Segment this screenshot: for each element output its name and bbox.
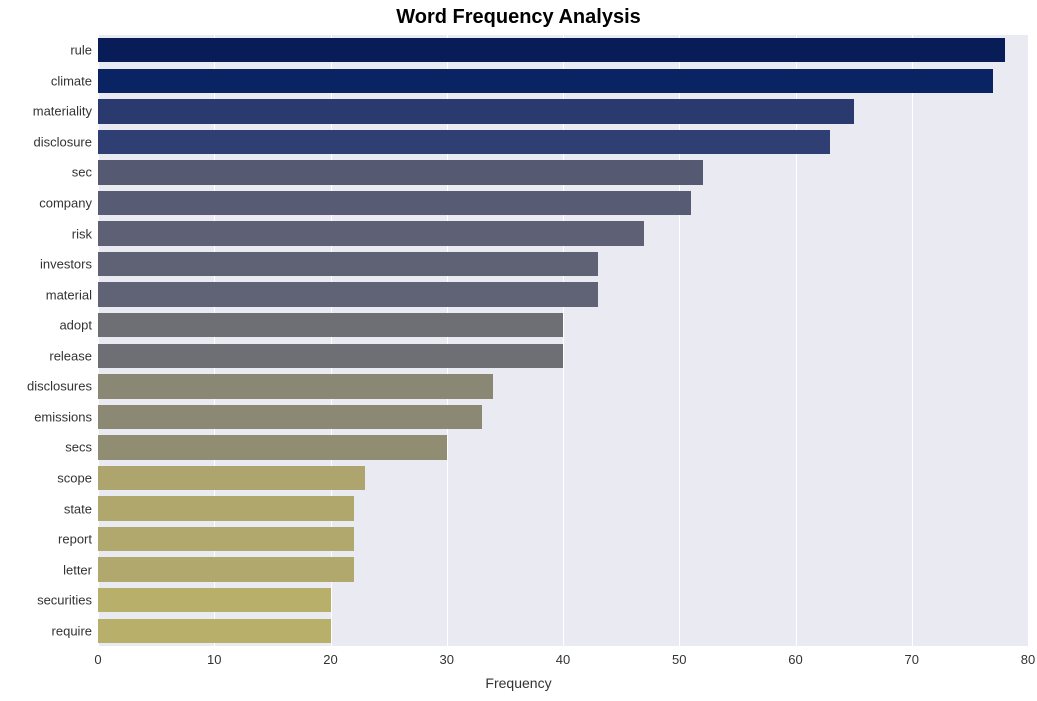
- bar: [98, 160, 703, 184]
- y-tick-label: rule: [70, 43, 98, 58]
- y-tick-label: require: [52, 623, 98, 638]
- x-gridline: [563, 35, 564, 646]
- y-tick-label: secs: [65, 440, 98, 455]
- x-gridline: [796, 35, 797, 646]
- x-gridline: [1028, 35, 1029, 646]
- bar: [98, 619, 331, 643]
- x-tick-label: 80: [1021, 646, 1035, 667]
- x-gridline: [331, 35, 332, 646]
- y-tick-label: climate: [51, 73, 98, 88]
- y-tick-label: release: [49, 348, 98, 363]
- x-gridline: [679, 35, 680, 646]
- bar: [98, 588, 331, 612]
- y-tick-label: report: [58, 532, 98, 547]
- x-tick-label: 30: [440, 646, 454, 667]
- x-gridline: [912, 35, 913, 646]
- x-tick-label: 40: [556, 646, 570, 667]
- bar: [98, 344, 563, 368]
- bar: [98, 466, 365, 490]
- x-tick-label: 70: [905, 646, 919, 667]
- y-tick-label: risk: [72, 226, 98, 241]
- bar: [98, 557, 354, 581]
- y-tick-label: letter: [63, 562, 98, 577]
- x-tick-label: 10: [207, 646, 221, 667]
- y-tick-label: materiality: [33, 104, 98, 119]
- x-gridline: [214, 35, 215, 646]
- x-tick-label: 60: [788, 646, 802, 667]
- y-tick-label: securities: [37, 593, 98, 608]
- y-tick-label: company: [39, 196, 98, 211]
- y-tick-label: sec: [72, 165, 98, 180]
- y-tick-label: investors: [40, 257, 98, 272]
- bar: [98, 527, 354, 551]
- y-tick-label: emissions: [34, 409, 98, 424]
- bar: [98, 69, 993, 93]
- x-gridline: [98, 35, 99, 646]
- bar: [98, 374, 493, 398]
- bar: [98, 313, 563, 337]
- bar: [98, 38, 1005, 62]
- bar: [98, 99, 854, 123]
- bar: [98, 435, 447, 459]
- bar: [98, 191, 691, 215]
- x-axis-label: Frequency: [485, 675, 551, 691]
- word-frequency-chart: Word Frequency Analysis 0102030405060708…: [0, 0, 1037, 701]
- y-tick-label: state: [64, 501, 98, 516]
- x-tick-label: 0: [94, 646, 101, 667]
- x-gridline: [447, 35, 448, 646]
- bar: [98, 496, 354, 520]
- y-tick-label: scope: [57, 470, 98, 485]
- y-tick-label: disclosure: [33, 134, 98, 149]
- x-tick-label: 20: [323, 646, 337, 667]
- chart-title: Word Frequency Analysis: [0, 6, 1037, 29]
- bar: [98, 282, 598, 306]
- y-tick-label: disclosures: [27, 379, 98, 394]
- plot-area: 01020304050607080ruleclimatematerialityd…: [98, 35, 1028, 646]
- bar: [98, 221, 644, 245]
- y-tick-label: material: [46, 287, 98, 302]
- y-tick-label: adopt: [59, 318, 98, 333]
- bar: [98, 405, 482, 429]
- bar: [98, 130, 830, 154]
- bar: [98, 252, 598, 276]
- x-tick-label: 50: [672, 646, 686, 667]
